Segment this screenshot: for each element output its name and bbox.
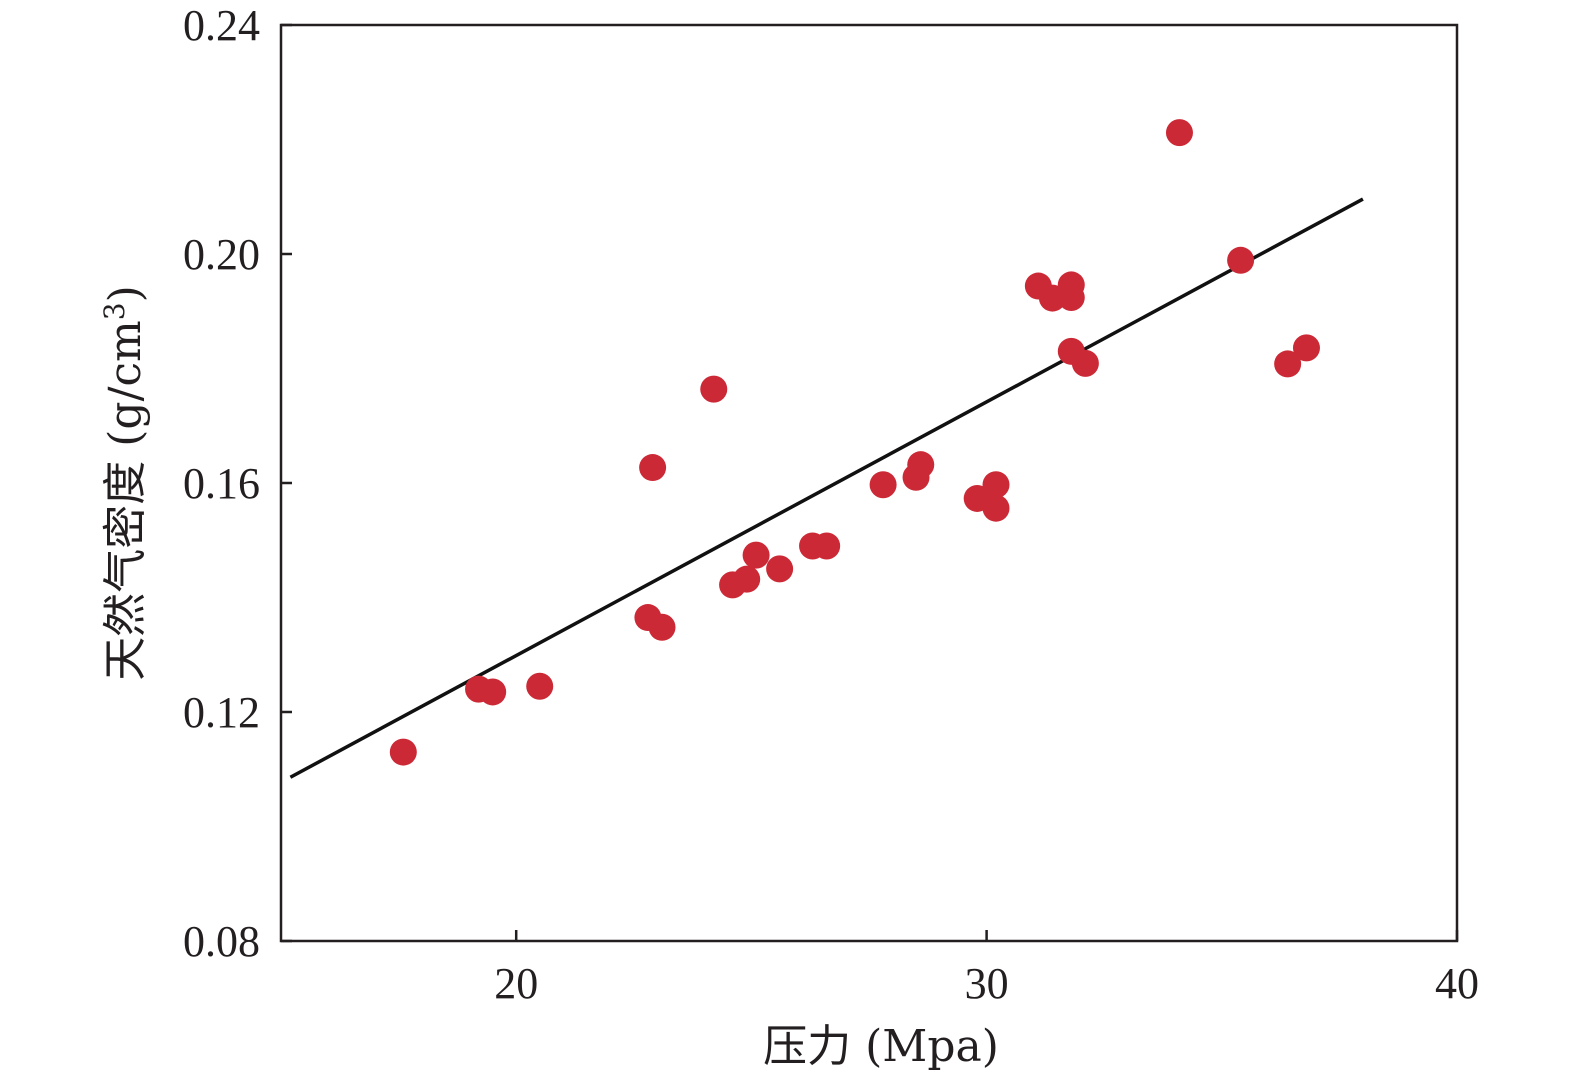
data-point [869, 471, 897, 499]
data-point [907, 451, 935, 479]
data-point [1038, 284, 1066, 312]
y-tick-label: 0.12 [183, 688, 260, 737]
data-point [1165, 119, 1193, 147]
y-tick-label: 0.20 [183, 230, 260, 279]
y-axis-title-superscript: 3 [98, 302, 131, 320]
y-tick-label: 0.24 [183, 1, 260, 50]
data-point [639, 454, 667, 482]
x-tick-label: 40 [1435, 959, 1479, 1008]
x-tick-label: 30 [965, 959, 1009, 1008]
y-tick-label: 0.08 [183, 917, 260, 966]
data-point [813, 532, 841, 560]
data-point [1292, 334, 1320, 362]
x-axis-title: 压力 (Mpa) [763, 1021, 999, 1072]
data-point [1227, 246, 1255, 274]
y-tick-label: 0.16 [183, 459, 260, 508]
data-point [648, 613, 676, 641]
y-axis-title-close: ) [100, 285, 151, 302]
data-point [389, 738, 417, 766]
data-point [766, 555, 794, 583]
data-point [1057, 284, 1085, 312]
data-point [733, 565, 761, 593]
fit-line-group [289, 197, 1364, 779]
data-point [1071, 349, 1099, 377]
data-point [526, 672, 554, 700]
data-point [742, 541, 770, 569]
data-point [982, 494, 1010, 522]
tick-labels: 20 30 40 0.08 0.12 0.16 0.20 0.24 [183, 1, 1479, 1008]
y-axis-title-main: 天然气密度 (g/cm [100, 320, 151, 681]
data-point [1274, 350, 1302, 378]
data-point [479, 678, 507, 706]
data-point [982, 471, 1010, 499]
axes [279, 23, 1459, 943]
data-points [389, 119, 1320, 766]
trend-line [289, 197, 1364, 779]
data-point [700, 375, 728, 403]
x-tick-label: 20 [494, 959, 538, 1008]
y-axis-title: 天然气密度 (g/cm3) [98, 285, 151, 681]
plot-frame [279, 23, 1459, 943]
